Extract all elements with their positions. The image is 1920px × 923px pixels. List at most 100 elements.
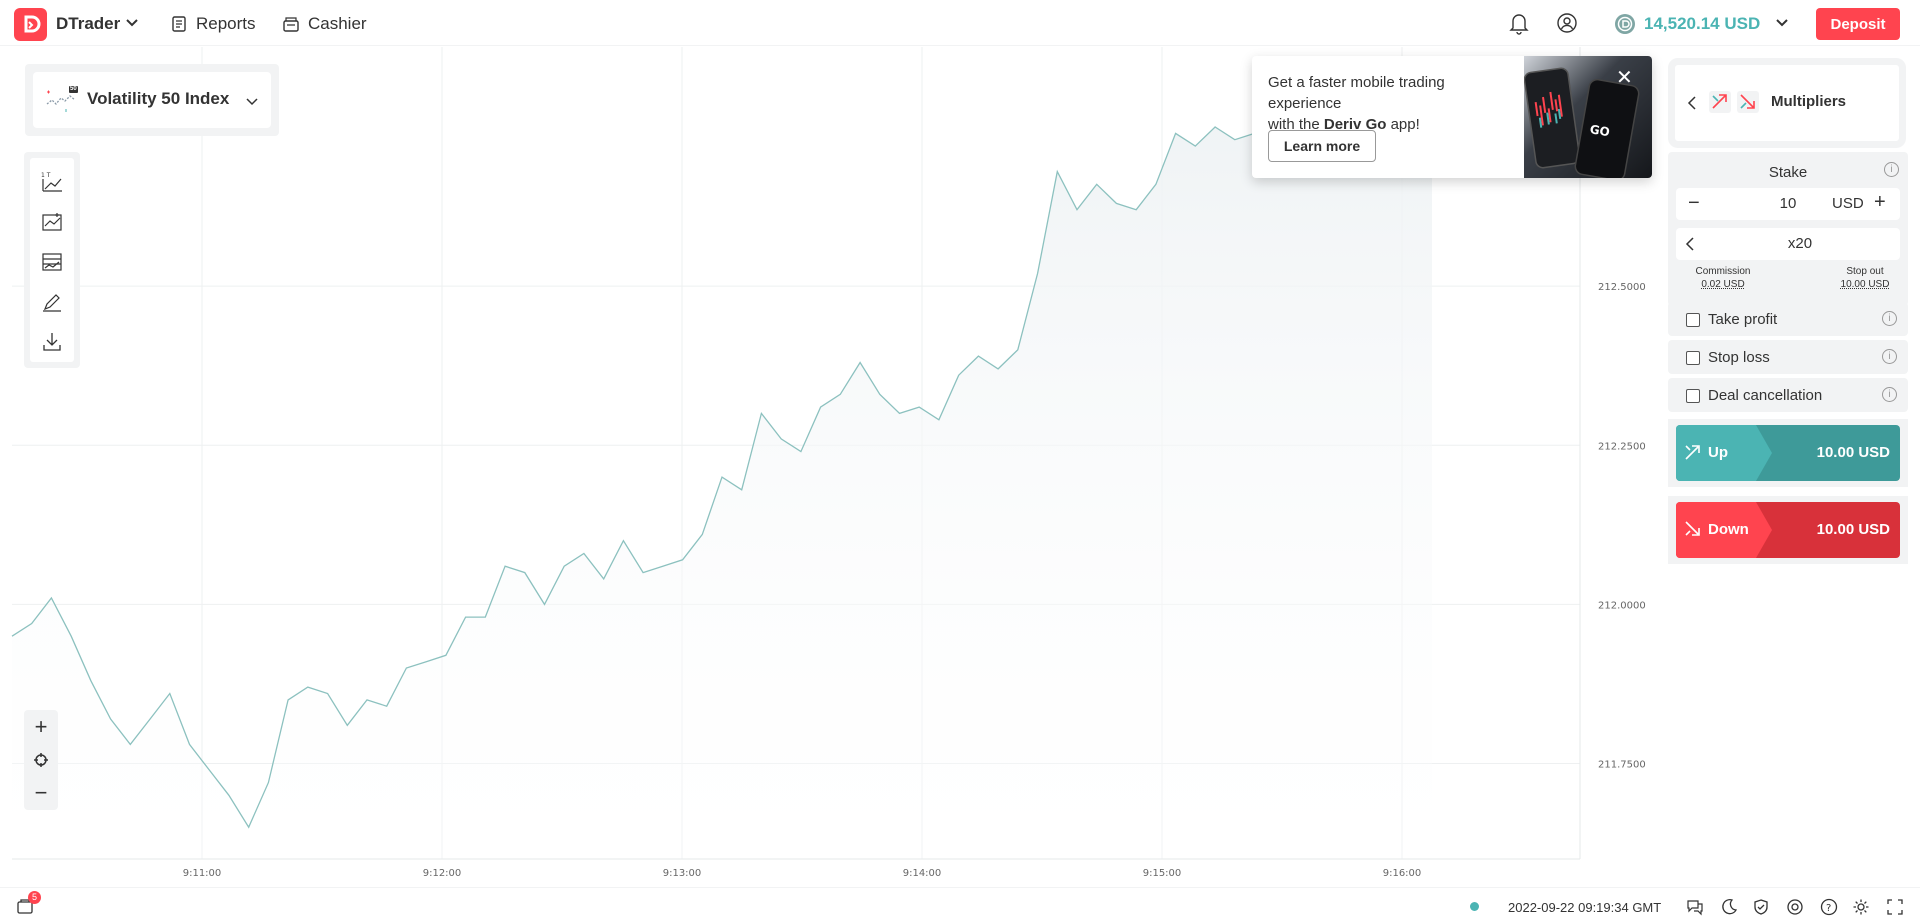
stake-input[interactable]: − 10 USD + [1676,188,1900,220]
increment-icon[interactable]: + [1874,191,1886,214]
svg-text:?: ? [1826,903,1831,914]
chevron-down-icon[interactable] [124,15,140,36]
account-limits-icon[interactable] [1786,898,1804,921]
deriv-go-phones-image: GO [1524,56,1652,178]
x-tick-label: 9:12:00 [423,868,462,879]
y-tick-label: 212.0000 [1598,600,1646,611]
theme-toggle-icon[interactable] [1720,898,1738,921]
footer-bar: 5 2022-09-22 09:19:34 GMT ? [0,887,1920,923]
chart-tools-inner: 1 T [30,158,74,362]
x-tick-label: 9:13:00 [663,868,702,879]
info-icon[interactable]: i [1882,349,1897,364]
stop-out-label: Stop out [1830,266,1900,277]
promo-text: Get a faster mobile trading experience w… [1268,72,1498,135]
stake-title: Stake [1668,164,1908,181]
take-profit-label: Take profit [1708,311,1777,328]
chevron-down-icon[interactable] [1774,15,1790,36]
chart-tools-toolbar: 1 T [24,152,80,368]
help-icon[interactable]: ? [1820,898,1838,921]
y-tick-label: 212.2500 [1598,441,1646,452]
trade-type-label: Multipliers [1771,93,1846,110]
reports-icon [170,15,188,33]
multiplier-select[interactable]: x20 [1676,228,1900,260]
multiplier-up-icon [1684,443,1702,466]
chart-type-icon[interactable]: 1 T [40,170,64,194]
down-label: Down [1708,521,1749,538]
take-profit-checkbox[interactable] [1686,313,1700,327]
commission-value: 0.02 USD [1688,279,1758,290]
chat-icon[interactable] [1686,898,1704,921]
close-icon[interactable]: ✕ [1616,68,1633,88]
stop-loss-option[interactable]: Stop loss i [1668,340,1908,374]
multiplier-down-icon [1684,520,1702,543]
stake-currency: USD [1832,195,1864,212]
notification-count-badge: 5 [28,891,41,904]
top-bar: DTrader Reports Cashier 14,520.14 USD De… [0,0,1920,46]
deal-cancellation-option[interactable]: Deal cancellation i [1668,378,1908,412]
x-tick-label: 9:11:00 [183,868,222,879]
commission-label: Commission [1688,266,1758,277]
deriv-logo-icon[interactable] [14,8,47,41]
x-tick-label: 9:15:00 [1143,868,1182,879]
templates-icon[interactable] [40,250,64,274]
info-icon[interactable]: i [1882,311,1897,326]
svg-text:1 T: 1 T [41,172,51,179]
promo-line2-suffix: app! [1386,116,1419,133]
multiplier-down-icon [1737,91,1759,113]
deriv-go-promo-banner: Get a faster mobile trading experience w… [1252,56,1652,178]
nav-reports[interactable]: Reports [170,14,256,34]
market-selector[interactable]: 50 Volatility 50 Index [25,64,279,136]
zoom-in-icon[interactable]: + [24,710,58,744]
app-switcher-label[interactable]: DTrader [56,14,120,34]
zoom-controls: + − [24,710,58,810]
up-label: Up [1708,444,1728,461]
x-tick-label: 9:14:00 [903,868,942,879]
crosshair-icon[interactable] [24,743,58,777]
purchase-down-button[interactable]: Down 10.00 USD [1676,502,1900,558]
settings-gear-icon[interactable] [1852,898,1870,921]
take-profit-option[interactable]: Take profit i [1668,302,1908,336]
info-icon[interactable]: i [1882,387,1897,402]
promo-line1: Get a faster mobile trading experience [1268,74,1445,112]
market-selector-inner[interactable]: 50 Volatility 50 Index [33,72,271,128]
trade-type-selector[interactable]: Multipliers [1674,64,1900,142]
market-badge: 50 [70,86,77,92]
y-tick-label: 212.5000 [1598,282,1646,293]
nav-cashier-label: Cashier [308,14,367,34]
deal-cancellation-checkbox[interactable] [1686,389,1700,403]
multiplier-value: x20 [1676,235,1900,252]
download-icon[interactable] [40,330,64,354]
account-balance[interactable]: 14,520.14 USD [1614,13,1760,35]
deal-cancellation-label: Deal cancellation [1708,387,1822,404]
notifications-bell-icon[interactable] [1508,11,1530,40]
trade-panel: Multipliers Stake i − 10 USD + x20 Commi… [1668,56,1908,576]
volatility-index-icon: 50 [45,86,79,121]
deposit-button[interactable]: Deposit [1816,8,1900,40]
stop-loss-checkbox[interactable] [1686,351,1700,365]
stop-out-value: 10.00 USD [1830,279,1900,290]
fullscreen-icon[interactable] [1886,898,1904,921]
drawing-tools-icon[interactable] [40,290,64,314]
balance-amount: 14,520.14 USD [1644,14,1760,34]
stake-section: Stake i − 10 USD + x20 Commission 0.02 U… [1668,152,1908,306]
multiplier-up-icon [1709,91,1731,113]
purchase-up-section: Up 10.00 USD [1668,419,1908,487]
stake-value[interactable]: 10 [1676,195,1900,212]
indicators-icon[interactable] [40,210,64,234]
account-profile-icon[interactable] [1555,11,1579,40]
server-time: 2022-09-22 09:19:34 GMT [1508,900,1661,915]
learn-more-button[interactable]: Learn more [1268,130,1376,162]
nav-reports-label: Reports [196,14,256,34]
purchase-down-section: Down 10.00 USD [1668,496,1908,564]
cashier-icon [282,15,300,33]
chevron-down-icon [245,94,259,113]
stop-loss-label: Stop loss [1708,349,1770,366]
info-icon[interactable]: i [1884,162,1899,177]
purchase-up-button[interactable]: Up 10.00 USD [1676,425,1900,481]
up-payout: 10.00 USD [1817,444,1890,461]
chevron-left-icon[interactable] [1685,95,1699,116]
down-payout: 10.00 USD [1817,521,1890,538]
zoom-out-icon[interactable]: − [24,776,58,810]
nav-cashier[interactable]: Cashier [282,14,367,34]
responsible-trading-icon[interactable] [1752,898,1770,921]
